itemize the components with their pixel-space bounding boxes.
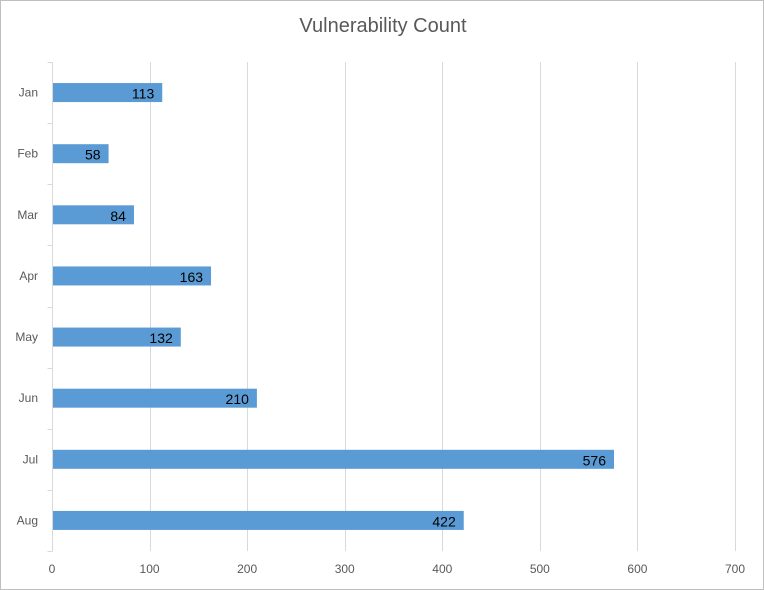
x-tick-label-500: 500 — [530, 562, 550, 576]
bar-feb — [53, 144, 109, 164]
x-tick-label-0: 0 — [49, 562, 56, 576]
x-tick-label-200: 200 — [237, 562, 257, 576]
data-label-feb: 58 — [85, 147, 101, 163]
x-tick-label-600: 600 — [627, 562, 647, 576]
x-tick-label-700: 700 — [725, 562, 745, 576]
y-tick-label-jan: Jan — [19, 86, 38, 100]
x-tick-label-100: 100 — [140, 562, 160, 576]
bar-aug — [53, 510, 464, 530]
bar-jun — [53, 388, 257, 408]
y-tick-label-jul: Jul — [23, 452, 38, 466]
data-label-jun: 210 — [226, 391, 250, 407]
data-label-mar: 84 — [110, 208, 126, 224]
x-tick-label-300: 300 — [335, 562, 355, 576]
bar-jan — [53, 83, 163, 103]
y-tick-label-aug: Aug — [17, 513, 38, 527]
data-label-jan: 113 — [132, 86, 155, 102]
bar-apr — [53, 266, 212, 286]
y-tick-label-may: May — [15, 330, 38, 344]
data-label-jul: 576 — [583, 452, 607, 468]
data-label-aug: 422 — [432, 513, 456, 529]
y-tick-label-jun: Jun — [19, 391, 38, 405]
data-label-apr: 163 — [180, 269, 204, 285]
x-tick-label-400: 400 — [432, 562, 452, 576]
y-tick-label-apr: Apr — [19, 269, 38, 283]
y-tick-label-feb: Feb — [17, 147, 38, 161]
bar-mar — [53, 205, 134, 225]
data-label-may: 132 — [149, 330, 173, 346]
bar-jul — [53, 449, 615, 469]
bar-may — [53, 327, 181, 347]
y-tick-label-mar: Mar — [17, 208, 38, 222]
chart-title: Vulnerability Count — [299, 15, 467, 37]
